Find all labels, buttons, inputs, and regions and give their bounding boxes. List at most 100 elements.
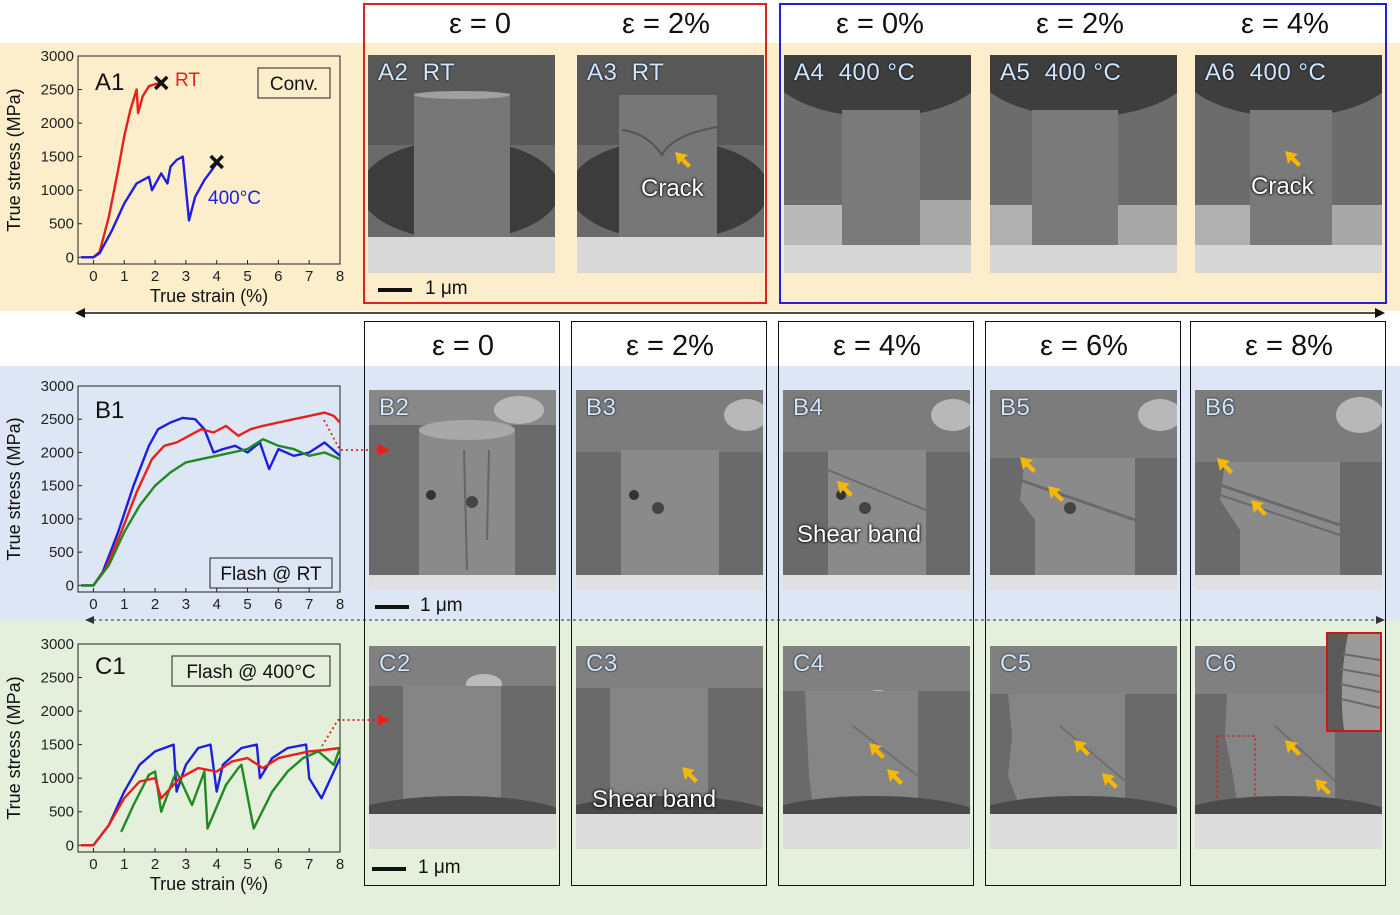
feature-arrow: [837, 481, 853, 497]
row-divider-arrow: [75, 308, 1385, 318]
x-tick-label: 4: [213, 596, 221, 613]
y-tick-label: 3000: [41, 48, 74, 65]
plot-frame: [77, 55, 341, 265]
x-tick-label: 2: [151, 596, 159, 613]
panel-id: A5 400 °C: [1000, 59, 1122, 86]
series-line-0: [81, 416, 341, 587]
series-line-2: [81, 746, 341, 847]
feature-arrow: [1048, 486, 1064, 502]
legend-box: [171, 655, 331, 687]
legend-box: [209, 557, 333, 589]
column-frame-2: [571, 321, 767, 886]
legend-box-label: Flash @ 400°C: [186, 662, 315, 683]
x-tick-label: 1: [120, 596, 128, 613]
header-b-2: ε = 4%: [833, 330, 921, 362]
x-tick-label: 8: [336, 596, 344, 613]
feature-arrow: [887, 769, 903, 785]
shear-band-label: Shear band: [797, 521, 922, 548]
column-frame-1: [364, 321, 560, 886]
feature-arrow: [1285, 151, 1301, 167]
panel-label: B1: [95, 397, 124, 424]
chart-c1: 0 500 1000 1500 2000 2500 3000 0 1 2 3 4 5 6 7 8 True st…: [4, 636, 344, 894]
y-axis-label: True stress (MPa): [4, 88, 24, 231]
c6-zoom-inset: [1326, 632, 1382, 732]
x-tick-label: 8: [336, 268, 344, 285]
scale-bar-a: [378, 288, 412, 292]
x-tick-label: 6: [274, 268, 282, 285]
y-tick-label: 2500: [41, 411, 74, 428]
column-frame-4: [985, 321, 1181, 886]
y-tick-label: 1500: [41, 478, 74, 495]
panel-id: A4 400 °C: [794, 59, 916, 86]
x-tick-label: 1: [120, 268, 128, 285]
sem-panel-a2: A2 RT: [368, 55, 555, 273]
y-tick-label: 3000: [41, 378, 74, 395]
chart-b1: 0 500 1000 1500 2000 2500 3000 0 1 2 3 4 5 6 7 8 True st…: [4, 378, 344, 613]
series-annotation-0: RT: [175, 70, 200, 91]
x-tick-label: 7: [305, 596, 313, 613]
x-tick-label: 3: [182, 856, 190, 873]
header-b-0: ε = 0: [431, 330, 495, 362]
x-tick-label: 2: [151, 856, 159, 873]
header-a-0: ε = 0: [448, 8, 512, 40]
panel-label: A1: [95, 69, 124, 96]
x-tick-label: 0: [89, 268, 97, 285]
panel-id: C4: [793, 650, 825, 677]
header-b-1: ε = 2%: [626, 330, 714, 362]
panel-id: A6 400 °C: [1205, 59, 1327, 86]
feature-arrow: [1285, 740, 1301, 756]
panel-id: B4: [793, 394, 824, 421]
y-tick-label: 2500: [41, 82, 74, 99]
y-tick-label: 0: [66, 577, 74, 594]
sem-panel-c4: C4: [783, 646, 970, 849]
panel-id: A2 RT: [378, 59, 456, 86]
chart-a1: 0 500 1000 1500 2000 2500 3000 0 1 2 3 4 5 6 7 8 True st…: [4, 48, 344, 306]
sem-panel-b6: B6: [1195, 390, 1382, 590]
header-a-4: ε = 4%: [1241, 8, 1329, 40]
series-line-1: [81, 411, 341, 587]
y-tick-label: 0: [66, 249, 74, 266]
series-line-1: [81, 155, 218, 259]
sem-panel-c5: C5: [990, 646, 1177, 849]
sem-panel-b4: B4 Shear band: [783, 390, 970, 590]
header-b-4: ε = 8%: [1245, 330, 1333, 362]
y-tick-label: 1500: [41, 149, 74, 166]
sem-panel-b5: B5: [990, 390, 1177, 590]
feature-arrow: [1251, 500, 1267, 516]
rt-group-frame: [363, 3, 767, 304]
feature-arrow: [1074, 740, 1090, 756]
x-tick-label: 0: [89, 856, 97, 873]
sem-panel-b2: B2: [369, 390, 556, 590]
x-tick-label: 3: [182, 596, 190, 613]
feature-arrow: [869, 743, 885, 759]
x-axis-label: True strain (%): [150, 286, 268, 306]
panel-id: C6: [1205, 650, 1237, 677]
sem-panel-c6: C6: [1195, 646, 1382, 849]
panel-id: B3: [586, 394, 617, 421]
x-tick-label: 4: [213, 268, 221, 285]
x-tick-label: 6: [274, 596, 282, 613]
hot-group-frame: [779, 3, 1387, 304]
x-tick-label: 2: [151, 268, 159, 285]
feature-arrow: [1020, 457, 1036, 473]
y-axis-label: True stress (MPa): [4, 417, 24, 560]
series-line-0: [81, 81, 162, 259]
legend-box-label: Conv.: [270, 74, 318, 95]
sem-panel-c3: C3 Shear band: [576, 646, 763, 849]
scale-label-c: 1 μm: [418, 857, 461, 878]
scale-bar-b: [375, 605, 409, 609]
x-tick-label: 4: [213, 856, 221, 873]
plot-frame: [77, 385, 341, 593]
x-tick-label: 3: [182, 268, 190, 285]
y-axis-label: True stress (MPa): [4, 676, 24, 819]
y-tick-label: 3000: [41, 636, 74, 653]
header-a-1: ε = 2%: [622, 8, 710, 40]
x-tick-label: 5: [243, 596, 251, 613]
panel-id: B5: [1000, 394, 1031, 421]
x-tick-label: 5: [243, 268, 251, 285]
y-tick-label: 0: [66, 837, 74, 854]
x-axis-label: True strain (%): [150, 874, 268, 894]
column-frame-5: [1190, 321, 1386, 886]
connector-arrow-c: [321, 714, 390, 747]
series-line-2: [81, 437, 341, 587]
